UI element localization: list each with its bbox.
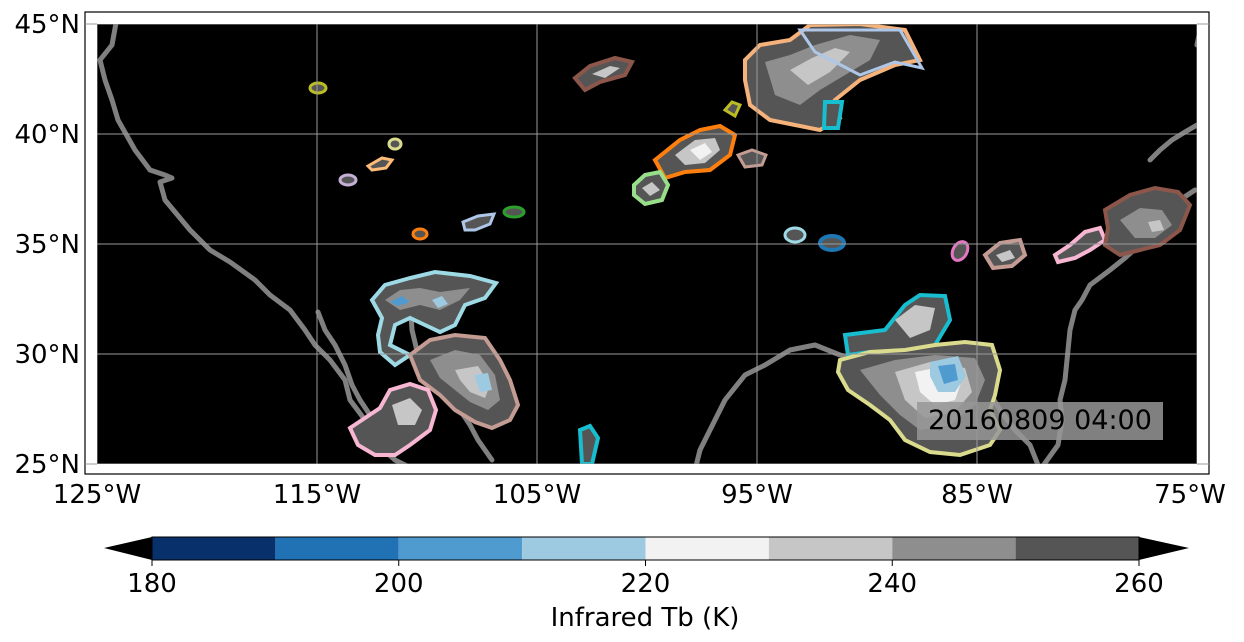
timestamp-label: 20160809 04:00 — [928, 405, 1152, 436]
colorbar-segment — [398, 537, 523, 560]
colorbar-segment — [152, 537, 276, 560]
cloud-object-small-west — [308, 81, 526, 241]
cloud-object-40n — [632, 100, 768, 207]
colorbar: 180 200 220 240 260 Infrared Tb (K) — [104, 536, 1189, 633]
colorbar-segment — [768, 537, 893, 560]
cloud-object-sw-32n — [369, 269, 500, 368]
lat-tick-label: 45°N — [14, 10, 80, 40]
lat-tick-labels: 45°N 40°N 35°N 30°N 25°N — [14, 10, 80, 480]
colorbar-label: Infrared Tb (K) — [551, 603, 740, 633]
colorbar-tick-label: 180 — [127, 569, 177, 599]
colorbar-segment — [275, 537, 399, 560]
colorbar-tick-label: 260 — [1114, 569, 1164, 599]
cloud-object-small-42n — [572, 55, 635, 93]
colorbar-tick-label: 240 — [867, 569, 917, 599]
colorbar-segment — [892, 537, 1016, 560]
lat-tick-label: 40°N — [14, 120, 80, 150]
lat-tick-label: 25°N — [14, 450, 80, 480]
colorbar-extend-min — [104, 537, 152, 560]
cloud-object-sw-26n — [347, 381, 439, 457]
cloud-object-sw-29n — [407, 332, 521, 431]
lon-tick-label: 115°W — [273, 480, 361, 510]
lon-tick-label: 85°W — [941, 480, 1013, 510]
cloud-objects — [308, 24, 1193, 464]
cloud-object-small-25n — [577, 423, 601, 464]
lat-tick-label: 35°N — [14, 230, 80, 260]
cloud-object-central-35n — [783, 226, 846, 252]
lon-tick-label: 125°W — [53, 480, 141, 510]
colorbar-segment — [522, 537, 646, 560]
lon-tick-labels: 125°W 115°W 105°W 95°W 85°W 75°W — [53, 480, 1226, 510]
colorbar-segment — [645, 537, 769, 560]
lon-tick-label: 75°W — [1154, 480, 1226, 510]
colorbar-segment — [1015, 537, 1139, 560]
colorbar-tick-label: 220 — [621, 569, 671, 599]
timestamp-box: 20160809 04:00 — [917, 402, 1163, 440]
lon-tick-label: 105°W — [493, 480, 581, 510]
lat-tick-label: 30°N — [14, 340, 80, 370]
colorbar-tick-label: 200 — [374, 569, 424, 599]
gridlines — [97, 24, 1197, 464]
colorbar-extend-max — [1139, 537, 1189, 560]
cloud-object-se — [950, 185, 1193, 271]
cloud-object-ne-upper — [743, 24, 926, 133]
lon-tick-label: 95°W — [721, 480, 793, 510]
